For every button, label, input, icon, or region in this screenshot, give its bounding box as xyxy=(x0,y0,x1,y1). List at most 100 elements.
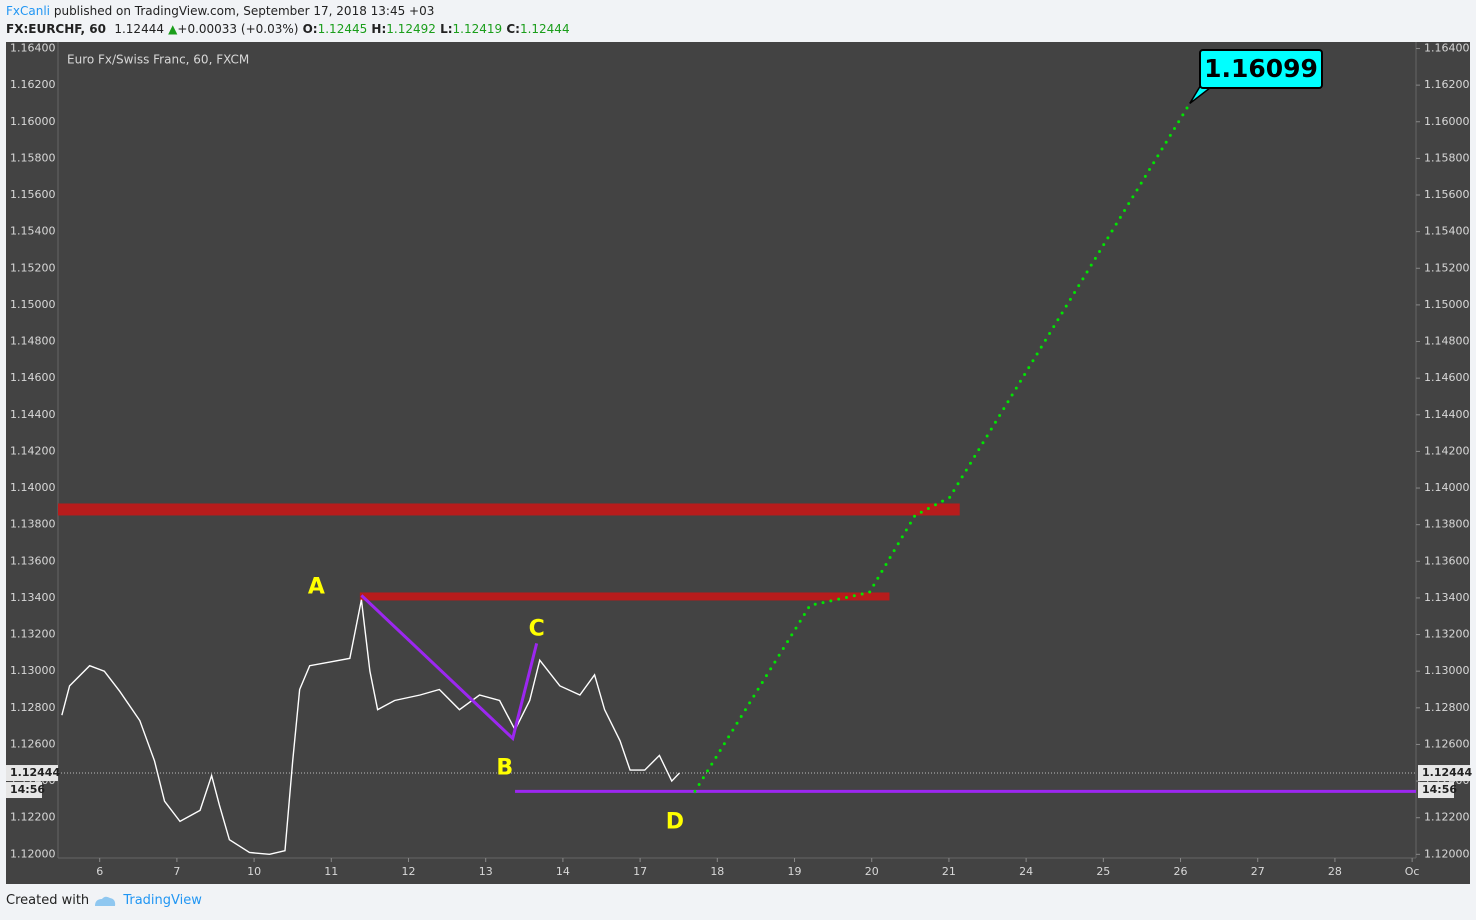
c: 1.12444 xyxy=(519,22,570,36)
resistance-zone xyxy=(359,592,890,601)
y-tick-label: 1.12200 xyxy=(1424,811,1470,824)
countdown-box xyxy=(6,782,42,799)
y-tick-label: 1.15800 xyxy=(10,151,56,164)
pattern-label: B xyxy=(496,755,513,780)
resistance-zone xyxy=(58,503,960,516)
y-tick-label: 1.13600 xyxy=(10,554,56,567)
y-tick-label: 1.14800 xyxy=(1424,335,1470,348)
last-price-label: 1.12444 xyxy=(1422,766,1472,779)
x-tick-label: 14 xyxy=(556,865,570,878)
y-tick-label: 1.13400 xyxy=(1424,591,1470,604)
y-tick-label: 1.13000 xyxy=(1424,664,1470,677)
y-tick-label: 1.13000 xyxy=(10,664,56,677)
x-tick-label: 7 xyxy=(173,865,180,878)
y-tick-label: 1.15000 xyxy=(10,298,56,311)
y-tick-label: 1.13400 xyxy=(10,591,56,604)
countdown-label: 14:56 xyxy=(10,783,45,796)
y-tick-label: 1.14600 xyxy=(10,371,56,384)
y-tick-label: 1.14600 xyxy=(1424,371,1470,384)
tv-logo xyxy=(95,896,116,906)
last-price-box xyxy=(1418,765,1470,782)
y-tick-label: 1.14200 xyxy=(10,444,56,457)
y-tick-label: 1.14000 xyxy=(1424,481,1470,494)
y-tick-label: 1.14800 xyxy=(10,335,56,348)
y-tick-label: 1.12800 xyxy=(10,701,56,714)
x-tick-label: 10 xyxy=(247,865,261,878)
y-tick-label: 1.16400 xyxy=(1424,41,1470,54)
y-tick-label: 1.12000 xyxy=(1424,847,1470,860)
y-tick-label: 1.15000 xyxy=(1424,298,1470,311)
y-tick-label: 1.16000 xyxy=(10,115,56,128)
x-tick-label: 17 xyxy=(633,865,647,878)
pattern-label: D xyxy=(666,809,684,834)
y-tick-label: 1.13600 xyxy=(1424,554,1470,567)
x-tick-label: 18 xyxy=(710,865,724,878)
y-tick-label: 1.14400 xyxy=(10,408,56,421)
y-tick-label: 1.13800 xyxy=(1424,518,1470,531)
y-tick-label: 1.15800 xyxy=(1424,151,1470,164)
x-tick-label: 6 xyxy=(96,865,103,878)
created: Created with xyxy=(6,893,90,908)
y-tick-label: 1.15600 xyxy=(10,188,56,201)
brand[interactable]: TradingView xyxy=(123,893,202,908)
last: 1.12444 xyxy=(114,22,164,36)
x-tick-label: 11 xyxy=(324,865,338,878)
x-tick-label: 21 xyxy=(942,865,956,878)
y-tick-label: 1.16200 xyxy=(1424,78,1470,91)
countdown-box xyxy=(1418,782,1454,799)
x-tick-label: 24 xyxy=(1019,865,1033,878)
y-tick-label: 1.15200 xyxy=(10,261,56,274)
y-tick-label: 1.15200 xyxy=(1424,261,1470,274)
x-tick-label: 26 xyxy=(1174,865,1188,878)
footer: Created with TradingView xyxy=(6,893,202,908)
target-label: 1.16099 xyxy=(1204,54,1318,83)
last-price-label: 1.12444 xyxy=(10,766,60,779)
x-tick-label: 25 xyxy=(1096,865,1110,878)
y-tick-label: 1.12600 xyxy=(1424,737,1470,750)
y-tick-label: 1.12600 xyxy=(10,737,56,750)
y-tick-label: 1.12200 xyxy=(10,811,56,824)
x-tick-label: 27 xyxy=(1251,865,1265,878)
callout-box xyxy=(1199,49,1323,89)
x-tick-label: 19 xyxy=(788,865,802,878)
y-tick-label: 1.13200 xyxy=(1424,628,1470,641)
last-price-box xyxy=(6,765,58,782)
y-tick-label: 1.13200 xyxy=(10,628,56,641)
symbol-line: FX:EURCHF, 60 1.12444 ▲+0.00033 (+0.03%)… xyxy=(6,22,570,36)
x-tick-label: 20 xyxy=(865,865,879,878)
symbol: FX:EURCHF, 60 xyxy=(6,22,106,36)
user[interactable]: FxCanli xyxy=(6,4,51,18)
y-tick-label: 1.13800 xyxy=(10,518,56,531)
o: 1.12445 xyxy=(317,22,368,36)
o-label: O: xyxy=(302,22,318,36)
x-tick-label: 12 xyxy=(402,865,416,878)
y-tick-label: 1.16400 xyxy=(10,41,56,54)
abcd-pattern xyxy=(360,594,539,742)
y-tick-label: 1.16200 xyxy=(10,78,56,91)
y-tick-label: 1.15400 xyxy=(1424,225,1470,238)
price-line xyxy=(61,599,680,856)
published: published on TradingView.com, September … xyxy=(53,4,435,18)
y-tick-label: 1.16000 xyxy=(1424,115,1470,128)
h-label: H: xyxy=(371,22,387,36)
pattern-label: A xyxy=(308,574,325,599)
pattern-label: C xyxy=(529,616,545,641)
countdown-label: 14:56 xyxy=(1422,783,1457,796)
publish-line: FxCanli published on TradingView.com, Se… xyxy=(6,4,434,18)
arrow: ▲ xyxy=(168,22,178,36)
change: +0.00033 (+0.03%) xyxy=(177,22,299,36)
x-tick-label: 13 xyxy=(479,865,493,878)
y-tick-label: 1.14400 xyxy=(1424,408,1470,421)
c-label: C: xyxy=(506,22,520,36)
y-tick-label: 1.14000 xyxy=(10,481,56,494)
y-tick-label: 1.15400 xyxy=(10,225,56,238)
y-tick-label: 1.14200 xyxy=(1424,444,1470,457)
y-tick-label: 1.15600 xyxy=(1424,188,1470,201)
chart-bg xyxy=(6,42,1470,884)
y-tick-label: 1.12000 xyxy=(10,847,56,860)
x-tick-label: Oc xyxy=(1405,865,1420,878)
l: 1.12419 xyxy=(452,22,503,36)
x-tick-label: 28 xyxy=(1328,865,1342,878)
